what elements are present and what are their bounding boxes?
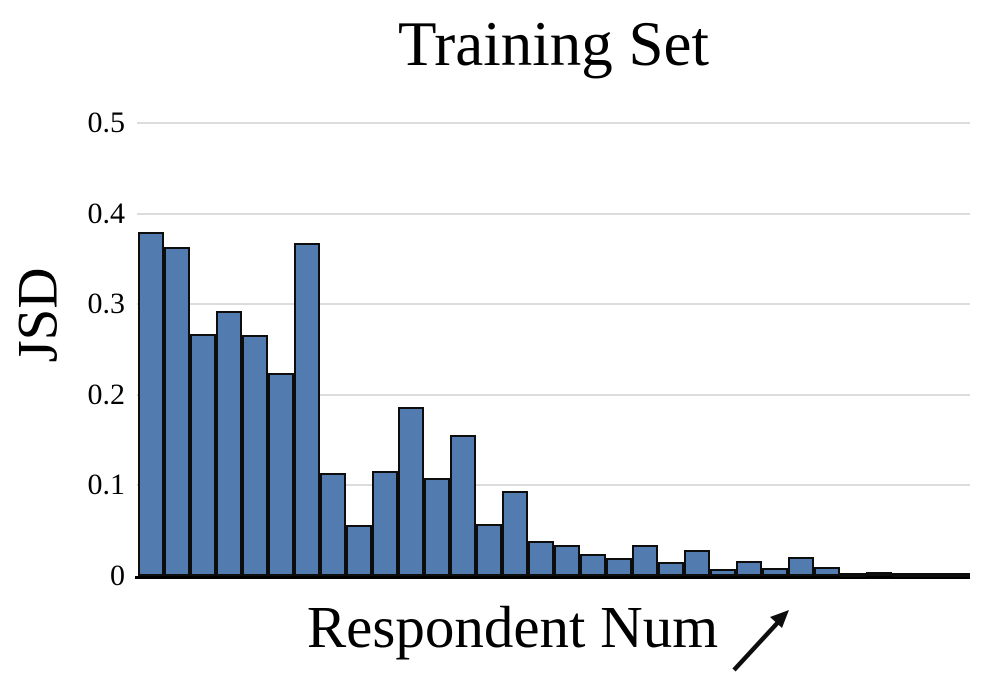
bar-respondent-30: [892, 573, 918, 577]
y-tick-label: 0.2: [87, 377, 126, 411]
x-axis-label-row: Respondent Num: [137, 594, 970, 676]
gridline: [137, 393, 970, 396]
y-tick-label: 0.5: [87, 106, 126, 139]
y-tick-label: 0.3: [87, 287, 126, 321]
y-tick-label: 0.4: [87, 196, 126, 230]
y-tick-label: 0.1: [87, 468, 126, 502]
bar-respondent-31: [918, 573, 944, 577]
bar-respondent-7: [294, 243, 320, 576]
gridline: [137, 303, 970, 306]
bar-respondent-13: [450, 435, 476, 576]
bar-respondent-19: [606, 558, 632, 576]
bar-respondent-32: [944, 573, 970, 577]
gridline: [137, 484, 970, 487]
bar-respondent-26: [788, 557, 814, 576]
bar-respondent-6: [268, 373, 294, 576]
bar-respondent-27: [814, 567, 840, 576]
bar-respondent-14: [476, 524, 502, 576]
bar-respondent-25: [762, 568, 788, 576]
bar-respondent-16: [528, 541, 554, 576]
bar-respondent-2: [164, 247, 190, 576]
bar-respondent-18: [580, 554, 606, 576]
bar-respondent-15: [502, 491, 528, 576]
bar-respondent-17: [554, 545, 580, 576]
chart-title: Training Set: [398, 9, 709, 79]
bar-respondent-23: [710, 569, 736, 576]
gridline: [137, 122, 970, 124]
bar-respondent-12: [424, 478, 450, 576]
bar-respondent-20: [632, 545, 658, 576]
bar-respondent-10: [372, 471, 398, 576]
bar-respondent-28: [840, 573, 866, 577]
plot-area: 0.5 0.4 0.3 0.2 0.1 0: [88, 100, 970, 591]
bar-respondent-5: [242, 335, 268, 576]
bar-respondent-22: [684, 550, 710, 576]
bar-respondent-21: [658, 562, 684, 576]
x-axis-baseline: [135, 576, 970, 579]
x-axis-label: Respondent Num: [306, 594, 719, 660]
bar-respondent-8: [320, 473, 346, 576]
bar-respondent-11: [398, 407, 424, 576]
bar-respondent-9: [346, 525, 372, 576]
bar-respondent-24: [736, 561, 762, 576]
bar-respondent-1: [138, 232, 164, 576]
gridline: [137, 212, 970, 215]
up-right-arrow-icon: [732, 610, 790, 672]
bar-respondent-29: [866, 572, 892, 576]
bar-respondent-4: [216, 311, 242, 576]
bar-respondent-3: [190, 334, 216, 576]
y-tick-label: 0: [110, 559, 125, 592]
